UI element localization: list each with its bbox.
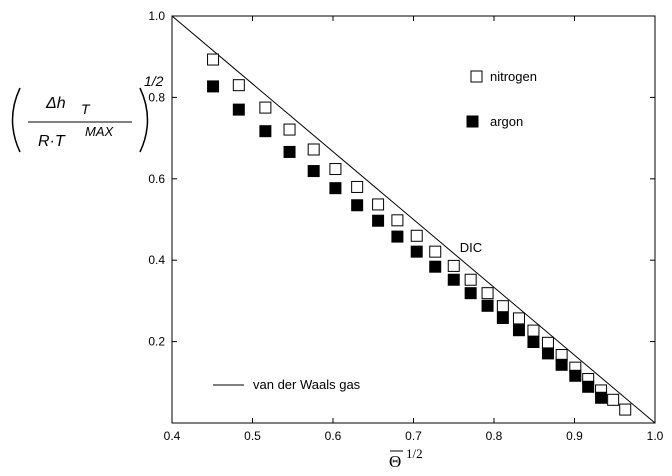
point-argon — [582, 380, 595, 393]
point-nitrogen — [207, 53, 220, 66]
point-argon — [391, 230, 404, 243]
point-nitrogen — [496, 300, 509, 313]
x-tick-label: 0.9 — [566, 429, 583, 443]
point-nitrogen — [351, 180, 364, 193]
point-argon — [329, 182, 342, 195]
point-nitrogen — [464, 273, 477, 286]
point-nitrogen — [410, 229, 423, 242]
x-tick-label: 0.8 — [486, 429, 503, 443]
van-der-waals-line — [171, 15, 656, 424]
x-tick-label: 0.7 — [405, 429, 422, 443]
y-tick-label: 0.8 — [148, 90, 165, 104]
point-nitrogen — [607, 393, 620, 406]
point-argon — [283, 145, 296, 158]
point-nitrogen — [447, 259, 460, 272]
y-label-numerator: Δh — [45, 95, 66, 112]
x-axis-label: Θ 1/2 — [389, 446, 423, 471]
point-nitrogen — [429, 245, 442, 258]
point-argon — [259, 125, 272, 138]
point-argon — [595, 391, 608, 404]
point-nitrogen — [391, 214, 404, 227]
point-nitrogen — [541, 336, 554, 349]
x-tick-label: 0.4 — [164, 429, 181, 443]
point-argon — [527, 336, 540, 349]
point-nitrogen — [307, 143, 320, 156]
point-argon — [232, 103, 245, 116]
axis-ticks: 0.4 0.5 0.6 0.7 0.8 0.9 1.0 0.2 0.4 0.6 0.8 1.0 — [148, 9, 663, 443]
point-argon — [307, 165, 320, 178]
point-argon — [410, 245, 423, 258]
legend-label-vdw: van der Waals gas — [253, 377, 361, 392]
legend-label-nitrogen: nitrogen — [490, 69, 537, 84]
legend-label-argon: argon — [490, 114, 523, 129]
point-nitrogen — [329, 163, 342, 176]
legend-marker-argon — [466, 115, 479, 128]
y-tick-label: 0.4 — [148, 253, 165, 267]
point-nitrogen — [259, 101, 272, 114]
y-label-numerator-sub: T — [81, 101, 91, 117]
x-axis-label-symbol: Θ — [389, 452, 401, 471]
y-label-denominator: R·T — [38, 133, 66, 150]
point-nitrogen — [481, 287, 494, 300]
point-argon — [447, 273, 460, 286]
y-label-exponent: 1/2 — [144, 73, 164, 89]
point-argon — [464, 287, 477, 300]
annotation-dic: DIC — [460, 240, 482, 255]
y-label-denominator-sup: MAX — [85, 124, 115, 139]
data-points — [207, 53, 632, 416]
point-nitrogen — [372, 198, 385, 211]
point-nitrogen — [283, 123, 296, 136]
point-argon — [429, 260, 442, 273]
point-argon — [207, 80, 220, 93]
y-tick-label: 0.2 — [148, 335, 165, 349]
x-axis-label-exponent: 1/2 — [406, 446, 423, 461]
point-argon — [569, 369, 582, 382]
legend: nitrogen argon van der Waals gas — [213, 69, 537, 392]
y-axis-label: Δh T R·T MAX 1/2 — [11, 73, 164, 153]
point-nitrogen — [232, 79, 245, 92]
point-nitrogen — [619, 403, 632, 416]
point-argon — [351, 199, 364, 212]
point-nitrogen — [527, 324, 540, 337]
y-label-right-paren — [139, 87, 149, 153]
point-argon — [512, 324, 525, 337]
x-tick-label: 0.6 — [325, 429, 342, 443]
x-tick-label: 0.5 — [244, 429, 261, 443]
x-tick-label: 1.0 — [647, 429, 664, 443]
y-tick-label: 0.6 — [148, 172, 165, 186]
point-argon — [541, 347, 554, 360]
point-argon — [481, 299, 494, 312]
legend-marker-nitrogen — [470, 70, 483, 83]
point-argon — [372, 214, 385, 227]
point-argon — [555, 358, 568, 371]
point-nitrogen — [512, 312, 525, 325]
y-label-left-paren — [11, 87, 21, 153]
y-tick-label: 1.0 — [148, 9, 165, 23]
point-argon — [496, 311, 509, 324]
